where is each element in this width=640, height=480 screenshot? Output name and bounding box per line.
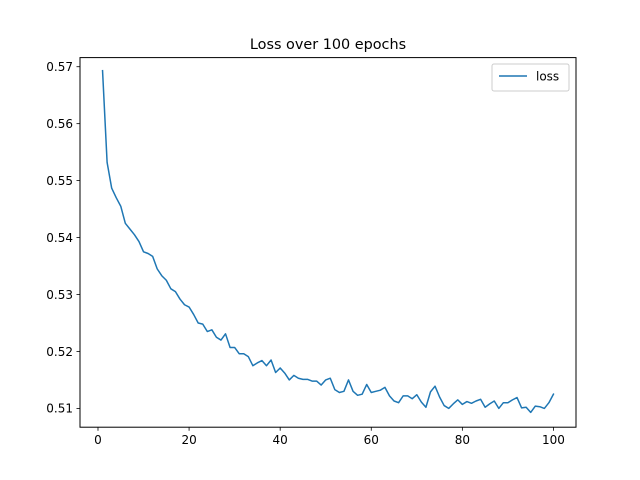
plot-area xyxy=(79,57,577,428)
series-layer xyxy=(101,69,555,414)
chart-title: Loss over 100 epochs xyxy=(250,37,406,53)
x-tick-label: 80 xyxy=(455,433,470,447)
y-tick-label: 0.52 xyxy=(46,345,73,359)
y-tick-label: 0.57 xyxy=(46,60,73,74)
legend: loss xyxy=(491,63,570,92)
y-tick-label: 0.54 xyxy=(46,231,73,245)
series-line-loss xyxy=(101,69,555,414)
legend-box xyxy=(491,63,570,92)
y-axis: 0.51 0.52 0.53 0.54 0.55 0.56 0.57 xyxy=(46,60,80,416)
y-tick-label: 0.56 xyxy=(46,117,73,131)
y-tick-label: 0.51 xyxy=(46,402,73,416)
x-tick-label: 100 xyxy=(542,433,565,447)
x-tick-label: 60 xyxy=(364,433,379,447)
y-tick-label: 0.53 xyxy=(46,288,73,302)
x-tick-label: 40 xyxy=(273,433,288,447)
x-tick-label: 0 xyxy=(94,433,102,447)
x-tick-label: 20 xyxy=(181,433,196,447)
legend-label: loss xyxy=(536,70,559,84)
y-tick-label: 0.55 xyxy=(46,174,73,188)
plot-frame xyxy=(79,57,577,428)
x-axis: 0 20 40 60 80 100 xyxy=(94,427,565,447)
